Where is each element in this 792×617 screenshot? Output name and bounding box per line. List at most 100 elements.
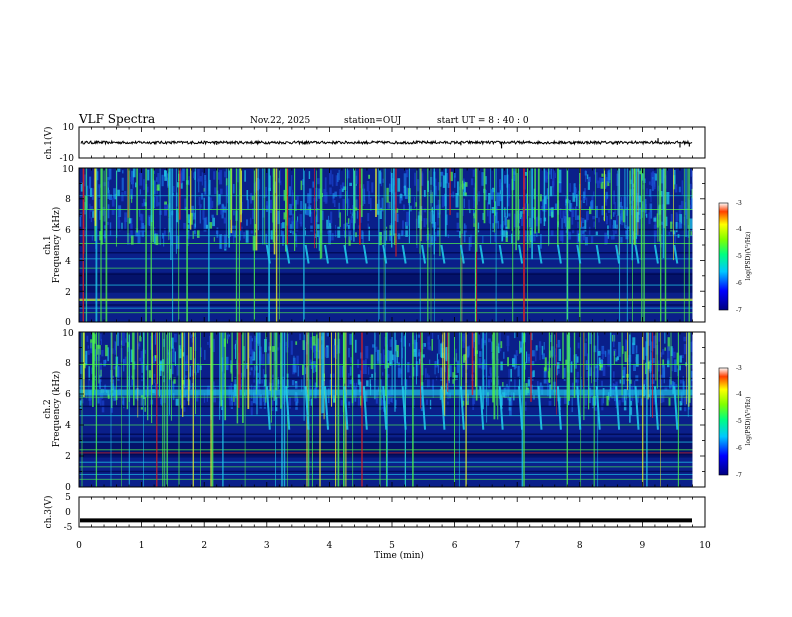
spectrogram-noise-cell bbox=[590, 236, 594, 244]
spectrogram-noise-cell bbox=[434, 361, 436, 375]
spectrogram-noise-cell bbox=[122, 396, 124, 405]
spectrogram-noise-cell bbox=[460, 184, 462, 188]
spectrogram-chorus-streak bbox=[615, 386, 621, 430]
spectrogram-noise-cell bbox=[349, 182, 352, 186]
spectrogram-noise-cell bbox=[604, 350, 607, 357]
spectrogram-noise-cell bbox=[355, 198, 358, 208]
spectrogram-noise-cell bbox=[423, 218, 426, 228]
spectrogram-noise-cell bbox=[187, 231, 189, 246]
spectrogram-noise-cell bbox=[437, 334, 439, 340]
spectrogram-noise-cell bbox=[256, 332, 260, 344]
spectrogram-noise-cell bbox=[104, 385, 107, 392]
spectrogram-noise-cell bbox=[154, 355, 157, 359]
spectrogram-noise-cell bbox=[107, 180, 110, 188]
spectrogram-noise-cell bbox=[439, 172, 442, 187]
spectrogram-noise-cell bbox=[83, 174, 86, 187]
spectrogram-chorus-streak bbox=[518, 244, 524, 264]
spectrogram-noise-cell bbox=[348, 347, 350, 358]
spectrogram-noise-cell bbox=[496, 346, 499, 361]
spectrogram-noise-cell bbox=[502, 220, 505, 228]
spectrogram-noise-cell bbox=[654, 173, 656, 187]
spectrogram-noise-cell bbox=[198, 178, 200, 193]
spectrogram-noise-cell bbox=[620, 205, 624, 221]
ch2-colorbar-label: log(PSD)(V²/Hz) bbox=[745, 397, 752, 446]
spectrogram-noise-cell bbox=[139, 172, 143, 186]
spectrogram-noise-cell bbox=[190, 332, 192, 339]
spectrogram-noise-cell bbox=[624, 351, 627, 363]
spectrogram-noise-cell bbox=[113, 366, 116, 370]
spectrogram-noise-cell bbox=[363, 184, 365, 195]
spectrogram-noise-cell bbox=[607, 170, 610, 182]
spectrogram-noise-cell bbox=[508, 368, 510, 381]
spectrogram-noise-cell bbox=[473, 187, 476, 201]
spectrogram-noise-cell bbox=[100, 369, 102, 377]
spectrogram-noise-cell bbox=[272, 346, 275, 352]
spectrogram-chorus-streak bbox=[576, 386, 582, 430]
spectrogram-noise-cell bbox=[335, 224, 337, 238]
spectrogram-noise-cell bbox=[154, 332, 157, 345]
spectrogram-noise-cell bbox=[499, 332, 501, 345]
spectrogram-noise-cell bbox=[156, 184, 160, 191]
spectrogram-noise-cell bbox=[413, 196, 415, 209]
spectrogram-noise-cell bbox=[189, 346, 192, 361]
spectrogram-noise-cell bbox=[277, 377, 280, 389]
spectrogram-noise-cell bbox=[494, 201, 496, 216]
spectrogram-noise-cell bbox=[327, 230, 329, 235]
spectrogram-noise-cell bbox=[250, 230, 253, 234]
spectrogram-chorus-streak bbox=[343, 244, 349, 264]
spectrogram-noise-cell bbox=[620, 237, 623, 243]
spectrogram-noise-cell bbox=[387, 374, 390, 379]
spectrogram-noise-cell bbox=[463, 354, 466, 363]
spectrogram-noise-cell bbox=[389, 339, 392, 347]
spectrogram-noise-cell bbox=[445, 214, 448, 226]
spectrogram-noise-cell bbox=[394, 399, 397, 409]
spectrogram-noise-cell bbox=[283, 189, 286, 201]
spectrogram-noise-cell bbox=[437, 214, 439, 226]
spectrogram-noise-cell bbox=[285, 341, 288, 347]
xtick-3: 3 bbox=[264, 541, 270, 551]
spectrogram-noise-cell bbox=[235, 340, 238, 345]
spectrogram-noise-cell bbox=[389, 183, 392, 193]
spectrogram-noise-cell bbox=[183, 223, 186, 230]
spectrogram-noise-cell bbox=[227, 334, 230, 340]
spectrogram-noise-cell bbox=[473, 209, 475, 216]
spectrogram-noise-cell bbox=[155, 195, 159, 207]
spectrogram-noise-cell bbox=[434, 232, 437, 241]
spectrogram-noise-cell bbox=[605, 235, 608, 245]
spectrogram-noise-cell bbox=[635, 345, 638, 354]
spectrogram-noise-cell bbox=[550, 334, 552, 343]
spectrogram-no-data bbox=[692, 332, 705, 487]
spectrogram-noise-cell bbox=[605, 177, 608, 188]
spectrogram-noise-cell bbox=[558, 169, 562, 184]
spectrogram-noise-cell bbox=[302, 179, 304, 186]
spectrogram-noise-cell bbox=[268, 342, 270, 357]
spectrogram-noise-cell bbox=[558, 182, 562, 193]
spectrogram-noise-cell bbox=[666, 192, 670, 205]
spectrogram-noise-cell bbox=[289, 224, 292, 233]
spectrogram-noise-cell bbox=[121, 222, 123, 231]
spectrogram-noise-cell bbox=[457, 181, 459, 196]
spectrogram-noise-cell bbox=[613, 384, 616, 392]
spectrogram-noise-cell bbox=[541, 353, 545, 360]
spectrogram-noise-cell bbox=[226, 185, 229, 195]
spectrogram-noise-cell bbox=[148, 217, 151, 226]
spectrogram-noise-cell bbox=[652, 172, 655, 177]
spectrogram-noise-cell bbox=[427, 342, 430, 350]
spectrogram-noise-cell bbox=[232, 184, 235, 194]
spectrogram-noise-cell bbox=[680, 379, 683, 384]
spectrogram-noise-cell bbox=[440, 343, 443, 358]
xtick-1: 1 bbox=[139, 541, 145, 551]
ch1-channel-label: ch.1 bbox=[43, 235, 53, 254]
spectrogram-noise-cell bbox=[479, 351, 482, 357]
spectrogram-noise-cell bbox=[598, 217, 600, 223]
spectrogram-chorus-streak bbox=[595, 244, 601, 264]
spectrogram-noise-cell bbox=[664, 347, 666, 351]
spectrogram-noise-cell bbox=[510, 368, 512, 382]
ch2-ytick-0: 0 bbox=[65, 483, 71, 493]
spectrogram-noise-cell bbox=[362, 231, 364, 245]
spectrogram-noise-cell bbox=[635, 196, 639, 203]
spectrogram-noise-cell bbox=[184, 198, 187, 210]
ch1-spectrogram-ticks bbox=[78, 167, 706, 323]
spectrogram-noise-cell bbox=[592, 216, 596, 220]
spectrogram-noise-cell bbox=[463, 198, 465, 209]
